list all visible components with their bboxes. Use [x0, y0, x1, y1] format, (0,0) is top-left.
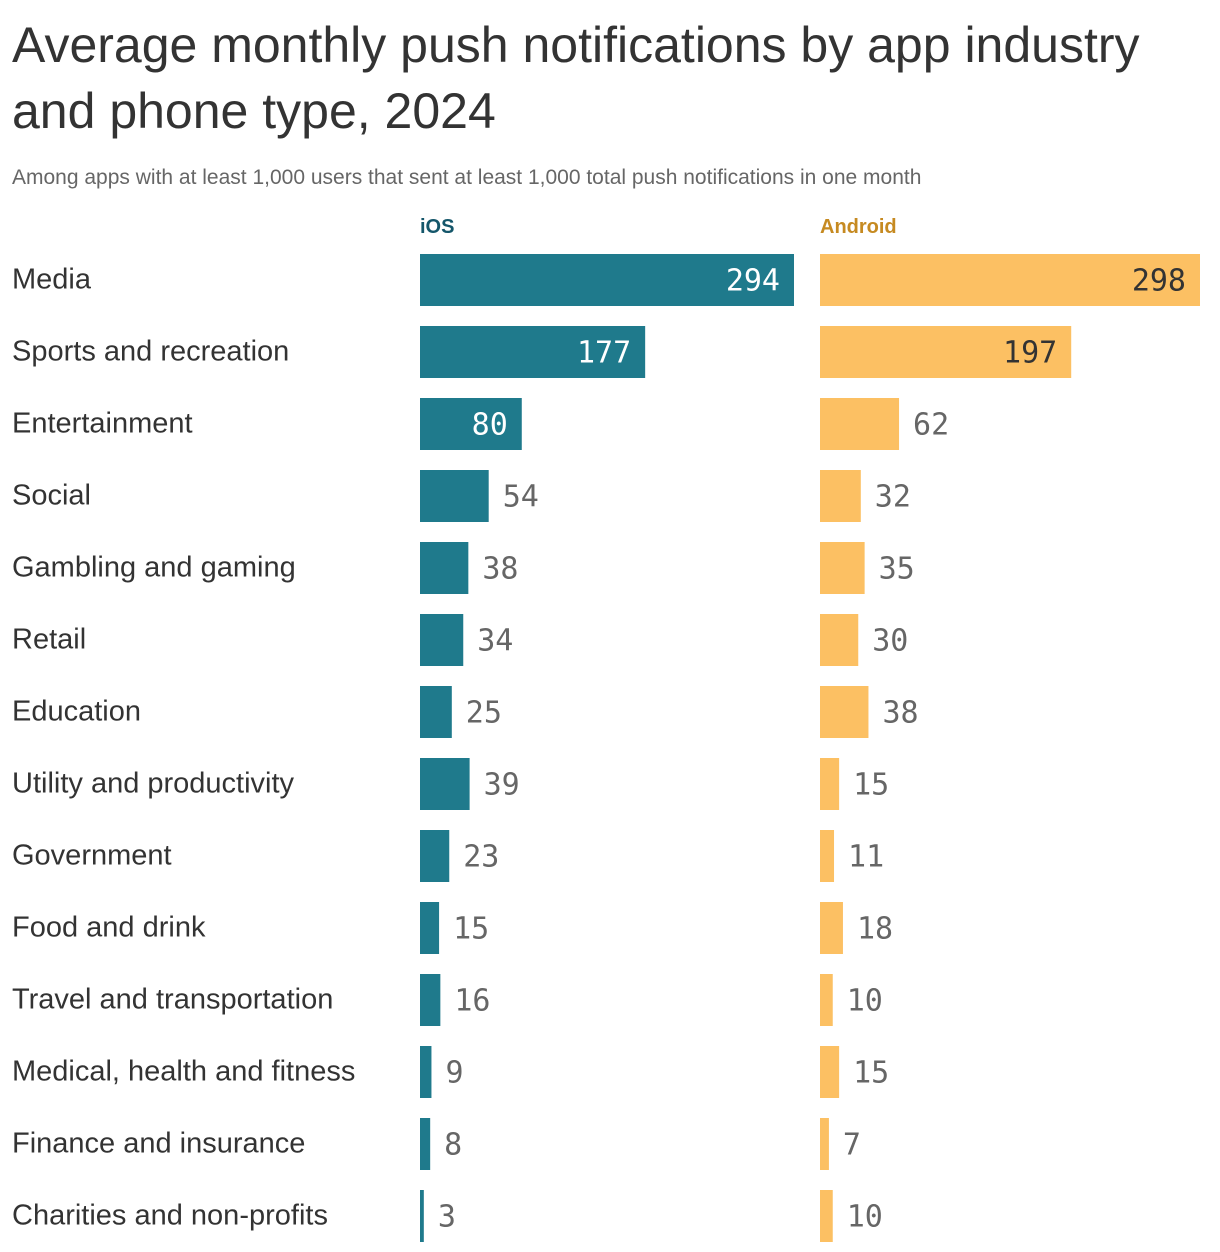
value-label-ios-medical-health-and-fitness: 9: [445, 1056, 463, 1091]
value-label-android-social: 32: [875, 480, 911, 515]
value-label-ios-education: 25: [466, 696, 502, 731]
value-label-android-travel-and-transportation: 10: [847, 984, 883, 1019]
value-label-android-media: 298: [1132, 264, 1186, 299]
value-label-ios-government: 23: [463, 840, 499, 875]
bar-ios-entertainment: [420, 398, 522, 450]
chart-subtitle: Among apps with at least 1,000 users tha…: [12, 166, 922, 189]
bar-ios-sports-and-recreation: [420, 326, 646, 378]
bar-ios-education: [420, 686, 452, 738]
series-header-ios: iOS: [420, 216, 455, 238]
value-label-android-entertainment: 62: [913, 408, 949, 443]
bar-android-entertainment: [820, 398, 900, 450]
category-label-finance-and-insurance: Finance and insurance: [12, 1128, 305, 1160]
bar-ios-media: [420, 254, 794, 306]
bar-ios-utility-and-productivity: [420, 758, 470, 810]
bar-ios-retail: [420, 614, 464, 666]
bar-android-retail: [820, 614, 859, 666]
bar-android-travel-and-transportation: [820, 974, 833, 1026]
value-label-android-education: 38: [882, 696, 918, 731]
category-label-entertainment: Entertainment: [12, 408, 193, 440]
value-label-android-sports-and-recreation: 197: [1003, 336, 1057, 371]
bar-android-media: [820, 254, 1200, 306]
bar-android-sports-and-recreation: [820, 326, 1072, 378]
category-label-sports-and-recreation: Sports and recreation: [12, 336, 289, 368]
value-label-ios-social: 54: [503, 480, 539, 515]
bar-ios-charities-and-non-profits: [420, 1190, 424, 1242]
bar-android-education: [820, 686, 869, 738]
bar-ios-finance-and-insurance: [420, 1118, 431, 1170]
value-label-android-government: 11: [848, 840, 884, 875]
bar-android-gambling-and-gaming: [820, 542, 865, 594]
bar-android-medical-health-and-fitness: [820, 1046, 840, 1098]
bar-ios-travel-and-transportation: [420, 974, 441, 1026]
series-header-android: Android: [820, 216, 897, 238]
chart-title: Average monthly push notifications by ap…: [12, 17, 1140, 139]
value-label-android-medical-health-and-fitness: 15: [853, 1056, 889, 1091]
value-label-android-retail: 30: [872, 624, 908, 659]
bar-ios-government: [420, 830, 450, 882]
value-label-ios-sports-and-recreation: 177: [577, 336, 631, 371]
category-label-government: Government: [12, 840, 172, 872]
bar-android-food-and-drink: [820, 902, 843, 954]
bar-android-government: [820, 830, 835, 882]
category-label-retail: Retail: [12, 624, 86, 656]
bar-android-finance-and-insurance: [820, 1118, 829, 1170]
value-label-ios-retail: 34: [477, 624, 513, 659]
bar-android-charities-and-non-profits: [820, 1190, 833, 1242]
value-label-ios-utility-and-productivity: 39: [484, 768, 520, 803]
category-label-education: Education: [12, 696, 141, 728]
category-label-media: Media: [12, 264, 92, 296]
value-label-android-finance-and-insurance: 7: [843, 1128, 861, 1163]
value-label-android-food-and-drink: 18: [857, 912, 893, 947]
value-label-android-gambling-and-gaming: 35: [879, 552, 915, 587]
value-label-ios-gambling-and-gaming: 38: [482, 552, 518, 587]
category-label-social: Social: [12, 480, 91, 512]
bar-android-social: [820, 470, 861, 522]
category-label-food-and-drink: Food and drink: [12, 912, 206, 944]
category-label-gambling-and-gaming: Gambling and gaming: [12, 552, 296, 584]
value-label-android-utility-and-productivity: 15: [853, 768, 889, 803]
value-label-ios-travel-and-transportation: 16: [454, 984, 490, 1019]
category-label-utility-and-productivity: Utility and productivity: [12, 768, 295, 800]
category-label-travel-and-transportation: Travel and transportation: [12, 984, 333, 1016]
bar-ios-gambling-and-gaming: [420, 542, 469, 594]
category-label-medical-health-and-fitness: Medical, health and fitness: [12, 1056, 355, 1088]
value-label-ios-entertainment: 80: [472, 408, 508, 443]
value-label-ios-finance-and-insurance: 8: [444, 1128, 462, 1163]
bar-ios-food-and-drink: [420, 902, 440, 954]
value-label-ios-charities-and-non-profits: 3: [438, 1200, 456, 1235]
value-label-android-charities-and-non-profits: 10: [847, 1200, 883, 1235]
category-label-charities-and-non-profits: Charities and non-profits: [12, 1200, 328, 1232]
bar-ios-social: [420, 470, 489, 522]
bar-ios-medical-health-and-fitness: [420, 1046, 432, 1098]
value-label-ios-media: 294: [726, 264, 780, 299]
bar-android-utility-and-productivity: [820, 758, 840, 810]
value-label-ios-food-and-drink: 15: [453, 912, 489, 947]
